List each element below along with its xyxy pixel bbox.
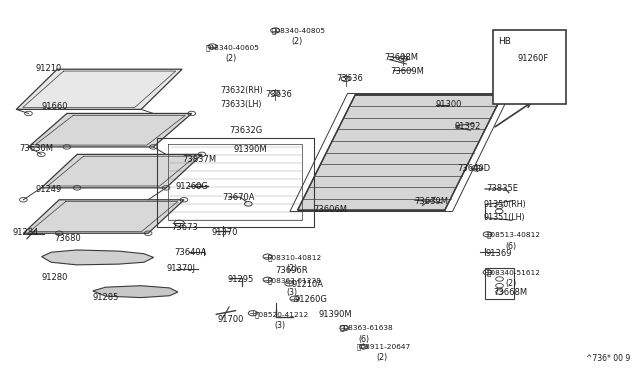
Text: 91351(LH): 91351(LH) [483,213,525,222]
Text: (2): (2) [506,279,517,288]
Text: ^736* 00 9: ^736* 00 9 [586,354,630,363]
Text: 91260F: 91260F [518,54,549,62]
Text: 73673: 73673 [172,223,198,232]
Text: Ⓢ08340-40605: Ⓢ08340-40605 [206,44,260,51]
Text: (2): (2) [376,353,388,362]
Text: 73608M: 73608M [384,53,418,62]
Text: 91300: 91300 [435,100,461,109]
Text: 91280: 91280 [42,273,68,282]
Polygon shape [41,154,202,188]
Text: 73633(LH): 73633(LH) [221,100,262,109]
Text: 73680: 73680 [54,234,81,243]
Text: 91390M: 91390M [234,145,268,154]
Text: 91350(RH): 91350(RH) [483,200,526,209]
Text: (3): (3) [274,321,285,330]
Text: 73636: 73636 [266,90,292,99]
Text: Ⓝ08911-20647: Ⓝ08911-20647 [357,343,412,350]
Text: 91284: 91284 [13,228,39,237]
Text: 73670A: 73670A [223,193,255,202]
Text: 91260G: 91260G [176,182,209,191]
Polygon shape [28,113,192,147]
Polygon shape [16,69,182,109]
Text: (3): (3) [287,288,298,296]
Text: Ⓢ08520-41212: Ⓢ08520-41212 [255,311,309,318]
Text: 73837M: 73837M [182,155,216,164]
Text: 91249: 91249 [35,185,61,194]
Text: 91285: 91285 [93,293,119,302]
Text: 91660: 91660 [42,102,68,110]
Text: 91295: 91295 [227,275,253,284]
Text: Ⓢ08513-40812: Ⓢ08513-40812 [486,232,541,238]
Text: 73609M: 73609M [390,67,424,76]
Text: (2): (2) [287,264,298,273]
Text: 73606M: 73606M [314,205,348,214]
Text: 91370J: 91370J [166,264,195,273]
Text: 73640A: 73640A [174,248,207,257]
Text: Ⓢ08340-51612: Ⓢ08340-51612 [486,269,540,276]
Text: 91700: 91700 [218,315,244,324]
Text: 73640D: 73640D [458,164,491,173]
Text: 73636: 73636 [336,74,363,83]
Text: 91210A: 91210A [291,280,323,289]
Text: (6): (6) [358,335,369,344]
Polygon shape [42,250,154,265]
Text: HB: HB [498,37,511,46]
Text: (6): (6) [506,242,516,251]
Text: 91369: 91369 [485,249,511,258]
FancyBboxPatch shape [493,30,566,104]
Polygon shape [298,95,502,210]
Text: Ⓢ08340-40805: Ⓢ08340-40805 [272,27,326,34]
Text: (2): (2) [291,37,303,46]
Polygon shape [93,286,178,298]
Text: 73630M: 73630M [19,144,53,153]
Text: (2): (2) [225,54,237,63]
Text: Ⓢ08310-40812: Ⓢ08310-40812 [268,254,322,261]
Text: 73632G: 73632G [229,126,262,135]
Text: 91370: 91370 [211,228,237,237]
FancyBboxPatch shape [485,268,514,299]
Text: 91260G: 91260G [294,295,327,304]
Text: 73696R: 73696R [275,266,308,275]
Text: 73632(RH): 73632(RH) [221,86,264,94]
Text: 91210: 91210 [35,64,61,73]
Text: 73668M: 73668M [493,288,527,296]
Text: 73835E: 73835E [486,185,518,193]
Polygon shape [24,200,184,233]
Text: 73639M: 73639M [415,197,449,206]
Text: 91392: 91392 [454,122,481,131]
Text: Ⓢ08363-61238: Ⓢ08363-61238 [268,278,321,284]
Text: 91390M: 91390M [319,310,353,319]
Text: Ⓢ08363-61638: Ⓢ08363-61638 [339,325,393,331]
